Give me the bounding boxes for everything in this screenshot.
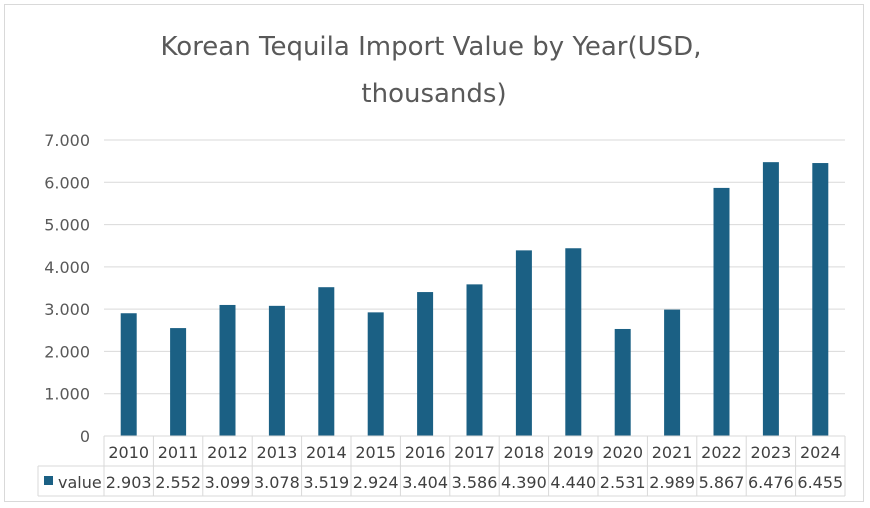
data-label-2010: 2.903 — [106, 473, 152, 492]
bar-2013 — [268, 305, 285, 436]
data-label-2016: 3.404 — [402, 473, 448, 492]
y-tick-label-3: 3.000 — [44, 300, 90, 319]
x-tick-label-2012: 2012 — [207, 443, 248, 462]
bar-2010 — [120, 313, 137, 436]
legend-swatch — [44, 476, 53, 485]
bar-2016 — [417, 292, 434, 436]
data-label-2014: 3.519 — [303, 473, 349, 492]
data-label-2023: 6.476 — [748, 473, 794, 492]
y-tick-label-6: 6.000 — [44, 173, 90, 192]
chart-title-line1: Korean Tequila Import Value by Year(USD, — [161, 32, 702, 62]
bar-2015 — [367, 312, 384, 436]
x-tick-label-2016: 2016 — [405, 443, 446, 462]
x-tick-label-2022: 2022 — [701, 443, 742, 462]
bar-2018 — [515, 250, 532, 436]
bar-2020 — [614, 328, 631, 436]
chart-title-line2: thousands) — [361, 79, 506, 109]
y-tick-label-1: 1.000 — [44, 385, 90, 404]
y-tick-label-7: 7.000 — [44, 131, 90, 150]
y-tick-label-2: 2.000 — [44, 342, 90, 361]
bar-2024 — [812, 163, 829, 436]
x-tick-label-2021: 2021 — [652, 443, 693, 462]
data-label-2013: 3.078 — [254, 473, 300, 492]
x-tick-label-2018: 2018 — [504, 443, 545, 462]
x-tick-label-2015: 2015 — [355, 443, 396, 462]
data-label-2015: 2.924 — [353, 473, 399, 492]
bar-2014 — [318, 287, 335, 436]
bar-2017 — [466, 284, 483, 436]
bar-2019 — [565, 248, 582, 436]
x-tick-label-2010: 2010 — [108, 443, 149, 462]
data-label-2020: 2.531 — [600, 473, 646, 492]
data-label-2019: 4.440 — [550, 473, 596, 492]
y-tick-label-5: 5.000 — [44, 216, 90, 235]
data-label-2017: 3.586 — [452, 473, 498, 492]
bar-2011 — [170, 328, 187, 436]
y-tick-label-4: 4.000 — [44, 258, 90, 277]
bar-2012 — [219, 304, 236, 436]
bars — [120, 162, 829, 436]
data-label-2021: 2.989 — [649, 473, 695, 492]
data-label-2011: 2.552 — [155, 473, 201, 492]
bar-2023 — [762, 162, 779, 436]
x-tick-label-2013: 2013 — [257, 443, 298, 462]
x-tick-label-2011: 2011 — [158, 443, 199, 462]
x-tick-label-2023: 2023 — [751, 443, 792, 462]
legend-label: value — [58, 473, 102, 492]
data-label-2024: 6.455 — [797, 473, 843, 492]
bar-2021 — [664, 309, 681, 436]
data-label-2022: 5.867 — [699, 473, 745, 492]
y-axis-ticks: 0 1.000 2.000 3.000 4.000 5.000 6.000 7.000 — [44, 131, 90, 446]
y-tick-label-0: 0 — [80, 427, 90, 446]
bar-2022 — [713, 187, 730, 436]
data-label-2018: 4.390 — [501, 473, 547, 492]
x-tick-label-2019: 2019 — [553, 443, 594, 462]
x-tick-label-2024: 2024 — [800, 443, 841, 462]
x-tick-label-2020: 2020 — [602, 443, 643, 462]
x-tick-label-2014: 2014 — [306, 443, 347, 462]
x-tick-label-2017: 2017 — [454, 443, 495, 462]
data-label-2012: 3.099 — [205, 473, 251, 492]
data-table: 2010 2.903 2011 2.552 2012 3.099 2013 3.078 2014… — [37, 435, 846, 497]
